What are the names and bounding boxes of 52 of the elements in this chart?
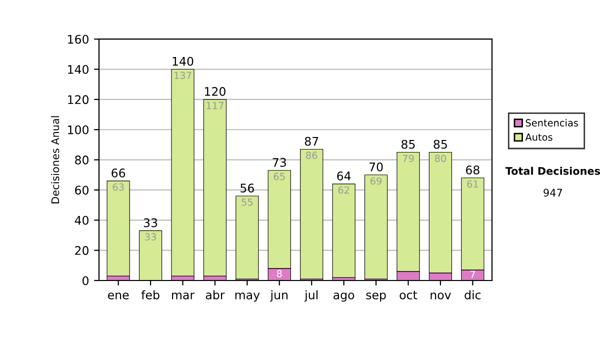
total-label: 66 (112, 168, 126, 178)
total-label: 68 (466, 165, 480, 174)
data-label: 79 (402, 154, 414, 162)
total-label: 73 (272, 158, 286, 167)
data-label: 62 (338, 186, 350, 194)
x-tick-label: mar (172, 292, 195, 300)
total-label: 85 (402, 140, 415, 149)
total-label: 33 (144, 218, 158, 228)
x-tick-label: ene (108, 292, 129, 300)
y-tick-label: 100 (68, 125, 88, 134)
y-tick-label: 120 (68, 95, 88, 104)
data-label: 8 (276, 270, 282, 278)
data-label: 80 (434, 154, 446, 162)
legend-label: Autos (525, 134, 552, 141)
total-label: 85 (434, 140, 447, 149)
x-tick-label: sep (366, 292, 386, 302)
total-label: 70 (369, 162, 383, 172)
y-tick-label: 140 (68, 65, 88, 74)
total-label: 87 (304, 136, 318, 146)
x-tick-label: jun (270, 290, 288, 302)
y-tick-label: 40 (74, 216, 88, 225)
data-label: 63 (112, 183, 124, 191)
x-tick-label: dic (464, 290, 481, 300)
x-tick-label: nov (430, 292, 451, 300)
legend-label: Sentencias (526, 118, 578, 127)
x-tick-label: may (235, 292, 260, 302)
total-label: 120 (204, 87, 226, 96)
data-label: 61 (467, 180, 478, 188)
y-tick-label: 60 (75, 186, 88, 195)
text: 947 (544, 188, 562, 197)
x-tick-label: ago (334, 292, 354, 302)
y-axis-title: Decisiones Anual (51, 116, 60, 204)
data-label: 33 (145, 233, 156, 240)
y-tick-label: 20 (75, 246, 88, 255)
y-tick-label: 0 (82, 276, 88, 286)
x-tick-label: abr (206, 290, 225, 300)
data-label: 65 (274, 172, 285, 180)
x-tick-label: feb (141, 290, 160, 300)
y-tick-label: 80 (75, 156, 88, 164)
data-label: 69 (370, 177, 382, 185)
total-label: 64 (337, 172, 351, 180)
text: Total Decisiones (505, 166, 600, 175)
data-label: 117 (206, 102, 224, 110)
x-tick-label: jul (304, 290, 318, 302)
total-label: 56 (240, 184, 254, 193)
data-label: 55 (242, 198, 253, 206)
x-tick-label: oct (400, 290, 418, 300)
data-label: 86 (306, 152, 318, 160)
data-label: 137 (174, 72, 192, 80)
y-tick-label: 160 (68, 34, 88, 44)
data-label: 7 (470, 270, 475, 278)
total-label: 140 (172, 56, 194, 66)
